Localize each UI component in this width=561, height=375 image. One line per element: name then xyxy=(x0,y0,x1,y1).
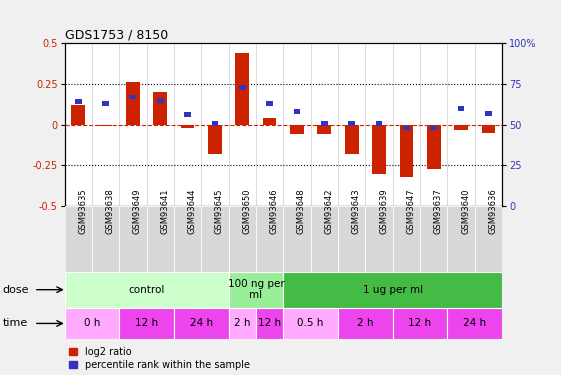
Bar xyxy=(211,121,218,126)
Text: GSM93636: GSM93636 xyxy=(489,189,498,234)
Text: 24 h: 24 h xyxy=(190,318,213,328)
Text: GSM93647: GSM93647 xyxy=(406,189,415,234)
Text: GSM93640: GSM93640 xyxy=(461,189,470,234)
Bar xyxy=(427,124,440,169)
Bar xyxy=(99,124,112,126)
Bar xyxy=(184,112,191,117)
Bar xyxy=(65,206,502,272)
Text: 12 h: 12 h xyxy=(258,318,281,328)
Text: 100 ng per
ml: 100 ng per ml xyxy=(228,279,284,300)
Bar xyxy=(283,206,311,272)
Bar xyxy=(65,308,119,339)
Bar xyxy=(448,308,502,339)
Bar xyxy=(181,124,195,128)
Bar xyxy=(403,126,410,130)
Text: 12 h: 12 h xyxy=(408,318,431,328)
Bar xyxy=(311,206,338,272)
Bar xyxy=(365,206,393,272)
Bar xyxy=(239,85,246,90)
Text: GSM93645: GSM93645 xyxy=(215,189,224,234)
Bar xyxy=(454,124,468,130)
Bar xyxy=(448,206,475,272)
Bar xyxy=(338,206,365,272)
Bar xyxy=(399,124,413,177)
Bar xyxy=(345,124,358,154)
Bar xyxy=(485,111,492,116)
Bar xyxy=(266,101,273,106)
Bar xyxy=(146,206,174,272)
Bar xyxy=(290,124,304,135)
Bar xyxy=(430,126,437,130)
Bar xyxy=(102,101,109,106)
Text: GSM93637: GSM93637 xyxy=(434,189,443,234)
Bar xyxy=(153,92,167,124)
Bar xyxy=(293,109,300,114)
Bar xyxy=(420,206,448,272)
Bar xyxy=(256,308,283,339)
Bar xyxy=(126,82,140,124)
Bar xyxy=(119,206,146,272)
Text: GSM93643: GSM93643 xyxy=(352,189,361,234)
Text: GSM93646: GSM93646 xyxy=(270,189,279,234)
Bar xyxy=(393,308,448,339)
Bar xyxy=(475,206,502,272)
Text: dose: dose xyxy=(3,285,29,295)
Text: GSM93641: GSM93641 xyxy=(160,189,169,234)
Text: 2 h: 2 h xyxy=(234,318,251,328)
Bar xyxy=(157,98,164,103)
Bar xyxy=(338,308,393,339)
Bar xyxy=(376,121,383,126)
Bar xyxy=(229,206,256,272)
Text: 1 ug per ml: 1 ug per ml xyxy=(362,285,423,295)
Bar xyxy=(229,308,256,339)
Bar xyxy=(229,272,283,308)
Bar xyxy=(372,124,386,174)
Text: GSM93642: GSM93642 xyxy=(324,189,333,234)
Bar xyxy=(119,308,174,339)
Text: GSM93649: GSM93649 xyxy=(133,189,142,234)
Bar xyxy=(318,124,331,135)
Legend: log2 ratio, percentile rank within the sample: log2 ratio, percentile rank within the s… xyxy=(70,347,250,370)
Bar xyxy=(174,206,201,272)
Bar xyxy=(201,206,229,272)
Text: time: time xyxy=(3,318,28,328)
Text: control: control xyxy=(128,285,165,295)
Bar xyxy=(65,206,92,272)
Text: 24 h: 24 h xyxy=(463,318,486,328)
Text: GSM93639: GSM93639 xyxy=(379,189,388,234)
Bar xyxy=(256,206,283,272)
Bar xyxy=(283,272,502,308)
Bar xyxy=(283,308,338,339)
Text: 0.5 h: 0.5 h xyxy=(297,318,324,328)
Bar xyxy=(481,124,495,133)
Text: 12 h: 12 h xyxy=(135,318,158,328)
Text: GSM93650: GSM93650 xyxy=(242,189,251,234)
Text: 2 h: 2 h xyxy=(357,318,374,328)
Text: GSM93635: GSM93635 xyxy=(78,189,87,234)
Text: GDS1753 / 8150: GDS1753 / 8150 xyxy=(65,28,168,41)
Text: 0 h: 0 h xyxy=(84,318,100,328)
Bar xyxy=(321,121,328,126)
Text: GSM93638: GSM93638 xyxy=(105,189,114,234)
Bar xyxy=(174,308,229,339)
Bar xyxy=(263,118,277,124)
Bar xyxy=(348,121,355,126)
Bar xyxy=(130,94,136,99)
Bar xyxy=(65,272,229,308)
Text: GSM93648: GSM93648 xyxy=(297,189,306,234)
Bar xyxy=(393,206,420,272)
Bar xyxy=(71,105,85,125)
Text: GSM93644: GSM93644 xyxy=(187,189,196,234)
Bar xyxy=(458,106,465,111)
Bar xyxy=(75,99,81,104)
Bar xyxy=(208,124,222,154)
Bar xyxy=(92,206,119,272)
Bar xyxy=(236,53,249,124)
